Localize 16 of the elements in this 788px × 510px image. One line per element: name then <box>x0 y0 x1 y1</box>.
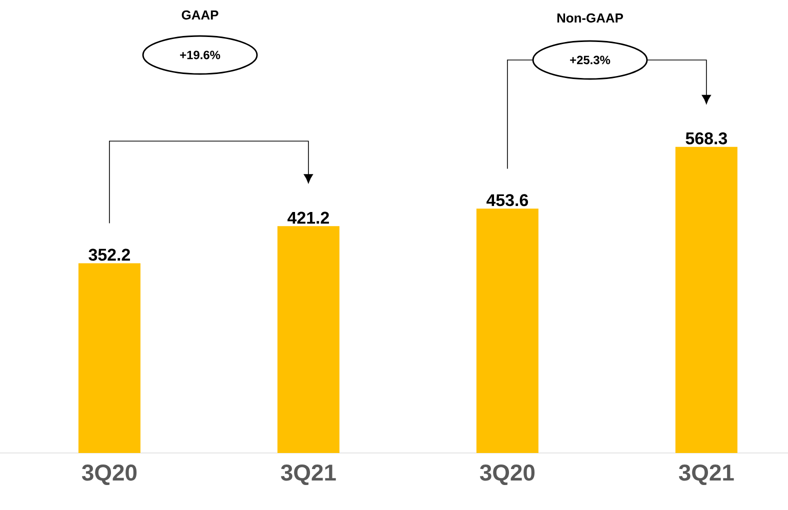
text: +19.6% <box>180 50 220 60</box>
bar <box>476 208 538 453</box>
x-tick-label: 3Q21 <box>678 464 734 486</box>
text: Non-GAAP <box>557 13 624 23</box>
data-label: 352.2 <box>88 248 130 261</box>
text: GAAP <box>182 10 218 20</box>
data-label: 421.2 <box>288 212 329 224</box>
data-label: 453.6 <box>486 194 528 206</box>
data-label: 568.3 <box>686 132 728 144</box>
x-tick-label: 3Q20 <box>82 464 137 486</box>
x-tick-label: 3Q21 <box>280 464 336 486</box>
bar <box>675 146 738 453</box>
bar <box>78 263 140 453</box>
bar <box>277 226 340 453</box>
text: +25.3% <box>570 56 610 64</box>
x-tick-label: 3Q20 <box>480 464 535 486</box>
